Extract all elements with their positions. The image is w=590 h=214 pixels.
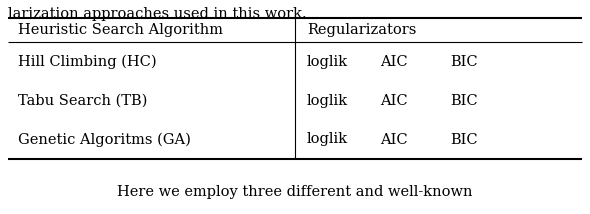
Text: BIC: BIC [450, 55, 478, 68]
Text: loglik: loglik [307, 132, 348, 147]
Text: AIC: AIC [380, 132, 408, 147]
Text: AIC: AIC [380, 55, 408, 68]
Text: AIC: AIC [380, 94, 408, 107]
Text: BIC: BIC [450, 132, 478, 147]
Text: larization approaches used in this work.: larization approaches used in this work. [8, 7, 307, 21]
Text: Heuristic Search Algorithm: Heuristic Search Algorithm [18, 23, 223, 37]
Text: Here we employ three different and well-known: Here we employ three different and well-… [117, 185, 473, 199]
Text: Hill Climbing (HC): Hill Climbing (HC) [18, 54, 156, 69]
Text: loglik: loglik [307, 55, 348, 68]
Text: Genetic Algoritms (GA): Genetic Algoritms (GA) [18, 132, 191, 147]
Text: loglik: loglik [307, 94, 348, 107]
Text: Regularizators: Regularizators [307, 23, 417, 37]
Text: BIC: BIC [450, 94, 478, 107]
Text: Tabu Search (TB): Tabu Search (TB) [18, 94, 148, 107]
